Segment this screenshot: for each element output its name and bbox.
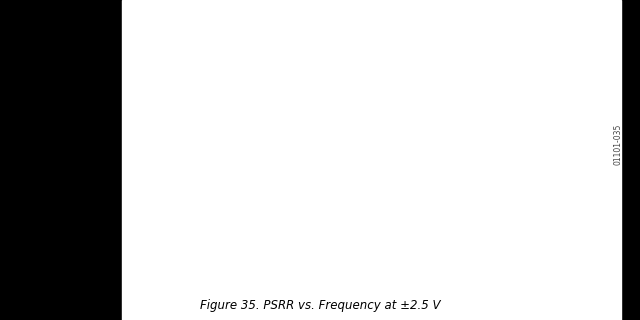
Text: 01101-035: 01101-035 xyxy=(613,123,622,165)
Y-axis label: PSRR (dB): PSRR (dB) xyxy=(112,117,122,180)
Text: –PSRR: –PSRR xyxy=(329,206,362,216)
Text: +PSRR: +PSRR xyxy=(360,157,396,167)
Text: Figure 35. PSRR vs. Frequency at ±2.5 V: Figure 35. PSRR vs. Frequency at ±2.5 V xyxy=(200,299,440,312)
Text: $V_{SY}$ = ±2.5V: $V_{SY}$ = ±2.5V xyxy=(166,39,232,53)
X-axis label: FREQUENCY (Hz): FREQUENCY (Hz) xyxy=(312,286,417,296)
